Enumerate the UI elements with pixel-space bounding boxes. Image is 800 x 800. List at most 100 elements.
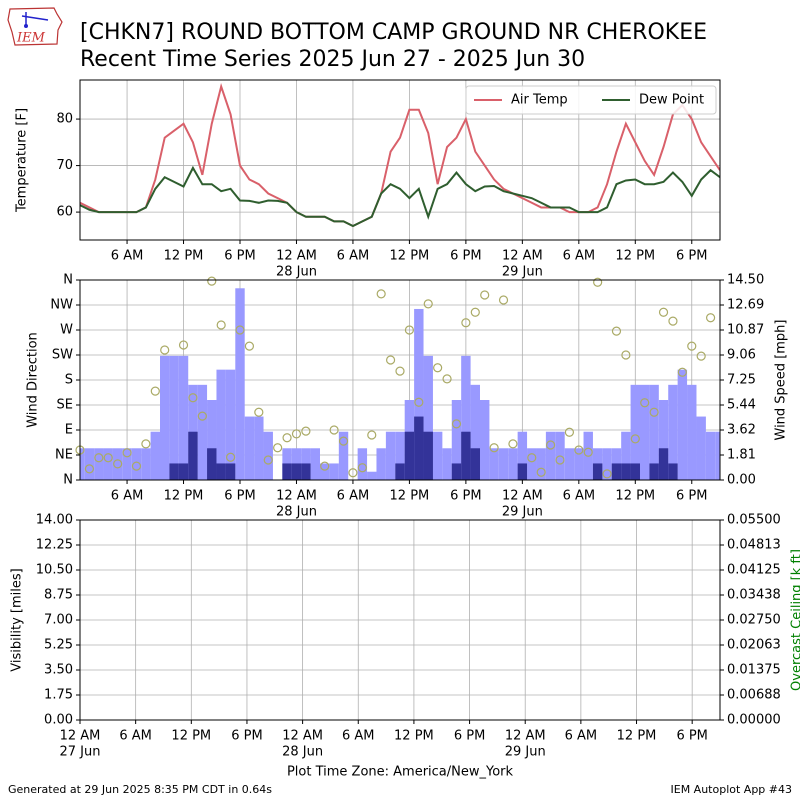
bar — [225, 369, 236, 480]
point — [348, 468, 358, 478]
x-tick-date: 29 Jun — [505, 745, 546, 760]
point — [470, 307, 480, 317]
bar — [178, 355, 189, 480]
x-tick-label: 12 AM — [502, 489, 543, 504]
bar — [150, 431, 160, 480]
point — [216, 320, 226, 330]
y2-tick-label: 0.00688 — [727, 688, 781, 703]
x-tick-label: 12 PM — [615, 249, 655, 264]
bar — [197, 384, 208, 480]
point — [668, 316, 678, 326]
point — [611, 326, 622, 336]
x-tick-label: 6 PM — [224, 249, 255, 264]
y-tick-label: 80 — [56, 112, 73, 127]
x-tick-label: 6 PM — [676, 489, 707, 504]
bar — [395, 431, 405, 480]
y2-axis-label: Wind Speed [mph] — [774, 320, 789, 441]
y-tick-label: 0.00 — [44, 713, 73, 728]
bar — [696, 416, 706, 480]
point — [160, 345, 170, 355]
y-axis-label: Wind Direction — [26, 332, 41, 428]
point — [593, 277, 603, 287]
y2-axis-label: Overcast Ceiling [k ft] — [790, 549, 800, 691]
point — [254, 407, 264, 417]
point — [564, 427, 575, 437]
x-tick-label: 6 AM — [337, 489, 370, 504]
bar — [508, 448, 518, 480]
bar — [244, 416, 255, 480]
x-tick-label: 6 AM — [565, 729, 598, 744]
x-tick-label: 12 PM — [394, 729, 434, 744]
point — [263, 455, 273, 465]
bar — [216, 463, 226, 480]
y-tick-label: N — [63, 473, 73, 488]
bar — [291, 463, 302, 480]
point — [489, 443, 499, 453]
x-tick-label: 12 AM — [502, 249, 543, 264]
bar — [621, 463, 631, 480]
point — [480, 290, 490, 300]
point — [320, 461, 330, 471]
bar — [470, 384, 480, 480]
chart-title: [CHKN7] ROUND BOTTOM CAMP GROUND NR CHER… — [80, 20, 707, 45]
bar — [602, 448, 612, 480]
point — [498, 295, 509, 305]
plot-area — [80, 288, 720, 480]
bar — [470, 448, 480, 480]
bar — [414, 416, 424, 480]
point — [696, 351, 706, 361]
y-axis-label: Temperature [F] — [15, 108, 30, 213]
point — [282, 433, 292, 443]
y2-tick-label: 14.50 — [727, 273, 764, 288]
point — [244, 341, 255, 351]
y-tick-label: 12.25 — [36, 538, 73, 553]
bar — [80, 448, 85, 480]
y2-tick-label: 5.44 — [727, 398, 756, 413]
plot-frame — [79, 279, 721, 481]
point — [433, 363, 443, 373]
bar — [592, 463, 603, 480]
bar — [498, 448, 509, 480]
bar — [301, 463, 311, 480]
y2-tick-label: 1.81 — [727, 448, 756, 463]
x-tick-label: 6 AM — [111, 489, 144, 504]
logo-text: IEM — [16, 31, 46, 46]
bar — [141, 448, 151, 480]
point — [555, 455, 565, 465]
y-tick-label: 7.00 — [44, 613, 73, 628]
x-tick-label: 12 AM — [505, 729, 546, 744]
x-tick-label: 6 PM — [224, 489, 255, 504]
point — [338, 436, 349, 446]
point — [621, 350, 631, 360]
x-tick-label: 6 AM — [563, 489, 596, 504]
point — [207, 276, 217, 286]
bar — [527, 448, 537, 480]
bar — [640, 384, 650, 480]
y2-tick-label: 0.03438 — [727, 588, 781, 603]
bar — [621, 431, 631, 480]
point — [649, 407, 659, 417]
point — [94, 453, 104, 463]
y2-tick-label: 3.62 — [727, 423, 756, 438]
point — [414, 397, 424, 407]
bar — [574, 448, 584, 480]
y2-tick-label: 0.05500 — [727, 513, 781, 528]
bar — [216, 369, 226, 480]
footer-app: IEM Autoplot App #43 — [671, 783, 793, 796]
point — [197, 411, 207, 421]
point — [273, 443, 283, 453]
bar — [432, 431, 443, 480]
point — [329, 425, 339, 435]
chart-subtitle: Recent Time Series 2025 Jun 27 - 2025 Ju… — [80, 47, 585, 72]
y-tick-label: 3.50 — [44, 663, 73, 678]
bar — [178, 463, 189, 480]
y-tick-label: 10.50 — [36, 563, 73, 578]
bar — [423, 431, 433, 480]
point — [357, 463, 367, 473]
legend-label: Dew Point — [639, 93, 704, 108]
point — [113, 459, 123, 469]
y-tick-label: NE — [55, 448, 73, 463]
bar — [480, 400, 490, 480]
y2-tick-label: 12.69 — [727, 298, 764, 313]
point — [122, 448, 132, 458]
